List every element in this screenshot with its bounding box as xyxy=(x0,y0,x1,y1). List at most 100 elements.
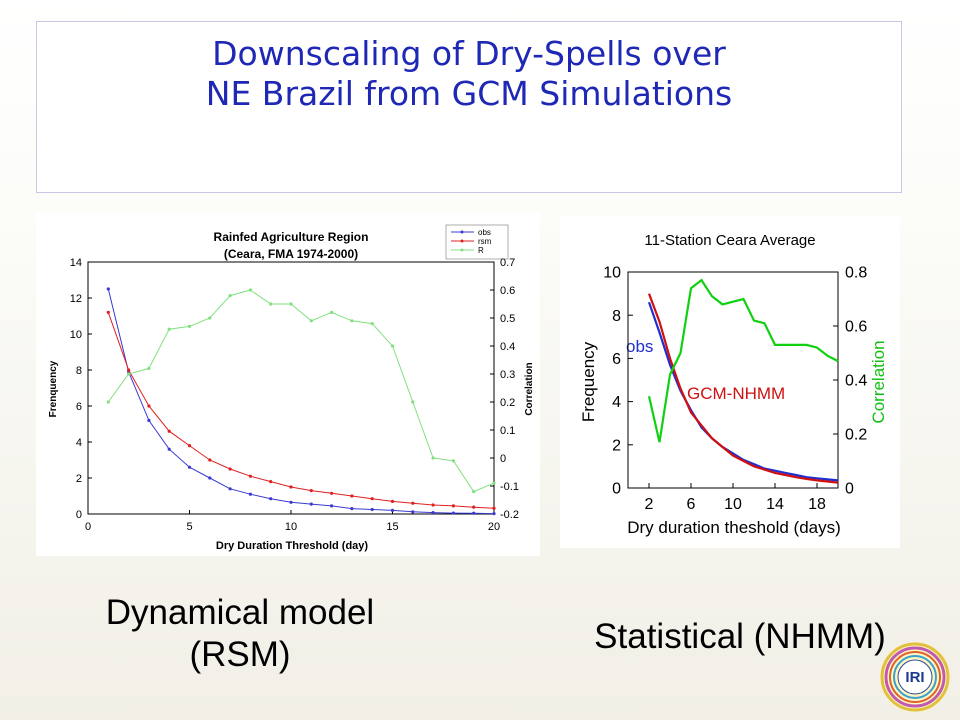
rsm-point-obs xyxy=(451,511,455,515)
rsm-point-rsm xyxy=(127,368,131,372)
rsm-chart-ylabel: Frenquency xyxy=(48,360,59,417)
rsm-point-obs xyxy=(228,487,232,491)
caption-left-line-2: (RSM) xyxy=(189,635,291,674)
slide-title-line-2: NE Brazil from GCM Simulations xyxy=(205,74,733,113)
nhmm-y-tick-label: 0 xyxy=(612,481,621,498)
rsm-point-rsm xyxy=(208,458,212,462)
rsm-point-rsm xyxy=(106,310,110,314)
rsm-legend-box xyxy=(445,224,509,260)
nhmm-y2-tick-label: 0.8 xyxy=(845,265,867,282)
nhmm-series-line-gcm-nhmm xyxy=(647,293,839,484)
rsm-legend-marker xyxy=(460,230,464,234)
rsm-point-rsm xyxy=(309,489,313,493)
nhmm-x-tick-label: 2 xyxy=(645,496,654,513)
rsm-point-r xyxy=(187,324,192,328)
rsm-point-r xyxy=(431,456,435,460)
nhmm-y-tick-label: 4 xyxy=(612,394,621,411)
rsm-point-obs xyxy=(106,287,110,291)
rsm-point-obs xyxy=(472,511,476,515)
nhmm-x-tick-label: 18 xyxy=(808,496,826,513)
rsm-chart-xlabel: Dry Duration Threshold (day) xyxy=(216,540,369,552)
rsm-y-tick-label: 4 xyxy=(76,437,82,449)
rsm-plot-frame xyxy=(87,261,495,515)
nhmm-x-tick-label: 6 xyxy=(687,496,696,513)
rsm-point-obs xyxy=(289,500,293,504)
rsm-point-rsm xyxy=(228,467,232,471)
rsm-point-r xyxy=(127,372,131,376)
caption-statistical-nhmm: Statistical (NHMM) xyxy=(594,617,886,656)
rsm-chart-y2label: Correlation xyxy=(524,362,535,415)
rsm-point-obs xyxy=(330,504,334,508)
rsm-legend-marker xyxy=(460,248,464,252)
rsm-point-rsm xyxy=(289,485,293,489)
rsm-point-r xyxy=(390,344,395,348)
rsm-y2-tick-label: 0.3 xyxy=(500,369,515,381)
rsm-point-rsm xyxy=(492,506,496,510)
rsm-legend-label: R xyxy=(478,246,484,255)
rsm-point-r xyxy=(330,310,334,314)
iri-logo-icon: IRI xyxy=(880,642,950,712)
rsm-x-tick-label: 5 xyxy=(186,521,192,533)
nhmm-x-tick-label: 14 xyxy=(766,496,784,513)
rsm-y2-tick-label: 0 xyxy=(500,453,506,465)
nhmm-series-label-obs: obs xyxy=(626,337,653,356)
rsm-point-rsm xyxy=(187,444,192,448)
rsm-y-tick-label: 10 xyxy=(70,329,82,341)
rsm-legend-marker xyxy=(460,239,464,243)
rsm-y2-tick-label: 0.6 xyxy=(500,285,515,297)
rsm-point-obs xyxy=(309,502,313,506)
rsm-legend-label: obs xyxy=(478,228,491,237)
nhmm-series-label-gcm-nhmm: GCM-NHMM xyxy=(687,384,785,403)
rsm-point-rsm xyxy=(390,499,395,503)
rsm-y2-tick-label: -0.1 xyxy=(500,481,519,493)
rsm-point-obs xyxy=(431,510,435,515)
rsm-y2-tick-label: 0.7 xyxy=(500,257,515,269)
rsm-y2-tick-label: 0.1 xyxy=(500,425,515,437)
nhmm-series-line-correlation xyxy=(647,278,839,443)
rsm-point-rsm xyxy=(350,494,354,498)
rsm-point-rsm xyxy=(472,505,476,509)
rsm-point-r xyxy=(106,400,110,404)
rsm-y-tick-label: 12 xyxy=(70,293,82,305)
rsm-point-obs xyxy=(390,508,395,512)
rsm-point-r xyxy=(309,319,313,323)
rsm-point-rsm xyxy=(451,504,455,508)
caption-left-line-1: Dynamical model xyxy=(105,593,375,632)
rsm-point-r xyxy=(370,322,374,326)
rsm-y2-tick-label: 0.4 xyxy=(500,341,515,353)
rsm-point-rsm xyxy=(147,404,151,408)
nhmm-y-tick-label: 6 xyxy=(612,351,621,368)
rsm-y2-tick-label: -0.2 xyxy=(500,509,519,521)
nhmm-chart-title: 11-Station Ceara Average xyxy=(644,232,815,249)
rsm-series-line-r xyxy=(107,289,495,493)
rsm-point-r xyxy=(411,400,415,404)
rsm-point-r xyxy=(167,327,171,331)
rsm-point-r xyxy=(350,319,354,323)
nhmm-chart-ylabel: Frequency xyxy=(579,341,598,422)
rsm-point-r xyxy=(208,316,212,320)
rsm-series-line-obs xyxy=(107,288,495,515)
rsm-point-obs xyxy=(167,447,171,451)
rsm-chart-subtitle: (Ceara, FMA 1974-2000) xyxy=(224,247,358,261)
nhmm-y2-tick-label: 0.4 xyxy=(845,373,867,390)
rsm-point-r xyxy=(228,294,232,298)
rsm-point-r xyxy=(451,459,455,463)
rsm-point-r xyxy=(147,366,151,370)
rsm-y-tick-label: 14 xyxy=(70,257,82,269)
rsm-point-obs xyxy=(492,512,496,516)
nhmm-chart-y2label: Correlation xyxy=(869,340,888,423)
nhmm-y2-tick-label: 0.6 xyxy=(845,319,867,336)
title-box: Downscaling of Dry-Spells over NE Brazil… xyxy=(36,21,902,193)
rsm-y-tick-label: 6 xyxy=(76,401,82,413)
rsm-point-rsm xyxy=(370,497,374,501)
rsm-point-r xyxy=(248,288,252,292)
rsm-point-obs xyxy=(411,510,415,514)
rsm-point-rsm xyxy=(167,429,171,433)
nhmm-y-tick-label: 10 xyxy=(603,265,621,282)
rsm-point-obs xyxy=(187,465,192,469)
nhmm-chart-svg: 11-Station Ceara Average Dry duration th… xyxy=(579,232,888,537)
rsm-x-tick-label: 15 xyxy=(386,521,398,533)
rsm-point-rsm xyxy=(269,480,273,484)
nhmm-y-tick-label: 8 xyxy=(612,308,621,325)
